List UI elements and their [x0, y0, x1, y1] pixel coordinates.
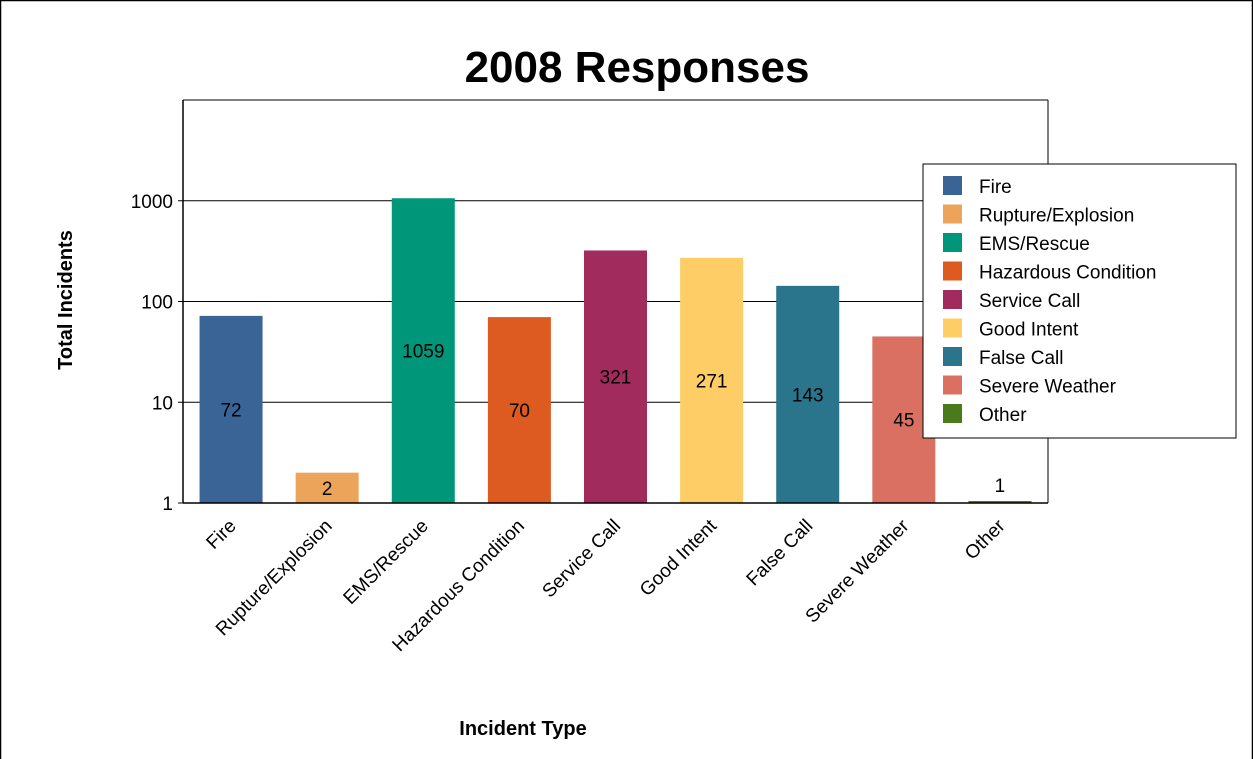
bar-fire	[199, 315, 263, 503]
y-tick-label: 100	[141, 293, 173, 314]
y-axis-title: Total Incidents	[55, 230, 77, 370]
x-tick-label: False Call	[743, 516, 818, 591]
data-label: 271	[696, 371, 728, 392]
data-label: 70	[509, 401, 530, 422]
legend-swatch	[943, 261, 962, 281]
legend-label: Rupture/Explosion	[979, 206, 1134, 227]
bar-ems-rescue	[391, 198, 455, 503]
y-tick-label: 1	[162, 494, 173, 515]
data-label: 321	[600, 368, 632, 389]
legend-swatch	[943, 290, 962, 309]
bar-good-intent	[680, 257, 744, 503]
y-tick-label: 10	[152, 393, 173, 414]
legend-label: False Call	[979, 348, 1063, 369]
x-tick-label: Good Intent	[636, 515, 722, 601]
legend-swatch	[943, 318, 962, 338]
bar-false-call	[776, 285, 840, 503]
x-tick-label: Service Call	[539, 516, 626, 603]
legend-label: Hazardous Condition	[979, 263, 1156, 284]
data-label: 72	[220, 400, 241, 421]
data-label: 1	[995, 476, 1006, 497]
data-label: 143	[792, 385, 824, 406]
x-tick-label: EMS/Rescue	[340, 516, 433, 609]
legend-box	[922, 163, 1237, 439]
y-tick-label: 1000	[131, 192, 173, 213]
chart-title: 2008 Responses	[465, 43, 810, 92]
legend-label: Fire	[979, 177, 1012, 198]
bar-hazardous-condition	[487, 317, 551, 503]
x-axis-title: Incident Type	[459, 718, 586, 740]
data-labels: 72 2 1059 70 321 271 143 45 1	[220, 342, 1005, 500]
x-tick-label: Fire	[203, 516, 241, 554]
legend-label: Good Intent	[979, 320, 1079, 341]
legend-swatch	[943, 375, 962, 395]
legend: Fire Rupture/Explosion EMS/Rescue Hazardous…	[922, 163, 1237, 439]
legend-swatch	[943, 404, 962, 423]
legend-swatch	[943, 347, 962, 366]
legend-label: EMS/Rescue	[979, 234, 1090, 255]
legend-swatch	[943, 233, 962, 252]
y-tick-labels: 1 10 100 1000	[131, 192, 183, 515]
legend-label: Other	[979, 405, 1027, 426]
bar-service-call	[584, 250, 647, 503]
bars	[199, 198, 1032, 503]
legend-label: Severe Weather	[979, 377, 1117, 398]
x-tick-label: Other	[961, 515, 1010, 564]
legend-label: Service Call	[979, 291, 1080, 312]
data-label: 45	[893, 411, 914, 432]
x-tick-label: Severe Weather	[802, 515, 914, 627]
legend-swatch	[943, 204, 962, 224]
bar-rupture-explosion	[295, 472, 359, 503]
bar-other	[968, 501, 1032, 503]
data-label: 1059	[402, 342, 444, 363]
data-label: 2	[322, 479, 333, 500]
legend-swatch	[943, 176, 962, 195]
